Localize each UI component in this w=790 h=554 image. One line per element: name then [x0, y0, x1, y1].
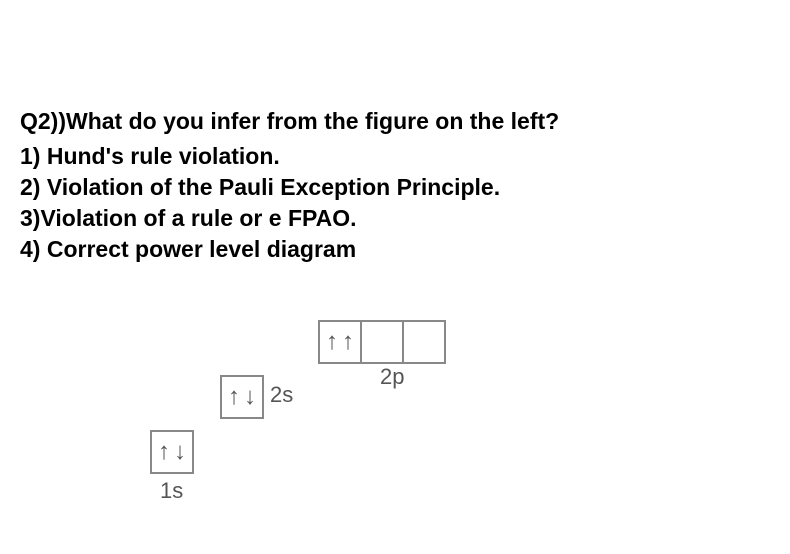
orbital-box: ↑ ↓: [150, 430, 194, 474]
arrow-up-icon: ↑: [326, 330, 338, 354]
option-3: 3)Violation of a rule or e FPAO.: [20, 203, 770, 234]
option-4: 4) Correct power level diagram: [20, 234, 770, 265]
orbital-1s: ↑ ↓: [150, 430, 194, 474]
question-text: Q2))What do you infer from the figure on…: [20, 106, 770, 137]
orbital-box: [402, 320, 446, 364]
orbital-label-2s: 2s: [270, 382, 293, 408]
orbital-2s: ↑ ↓: [220, 375, 264, 419]
arrow-down-icon: ↓: [244, 385, 256, 409]
orbital-box: [360, 320, 404, 364]
orbital-2p: ↑ ↑: [318, 320, 446, 364]
orbital-label-1s: 1s: [160, 478, 183, 504]
orbital-label-2p: 2p: [380, 364, 404, 390]
arrow-up-icon: ↑: [228, 385, 240, 409]
arrow-down-icon: ↓: [174, 440, 186, 464]
orbital-box: ↑ ↓: [220, 375, 264, 419]
option-2: 2) Violation of the Pauli Exception Prin…: [20, 172, 770, 203]
arrow-up-icon: ↑: [342, 330, 354, 354]
orbital-diagram: ↑ ↓ 1s ↑ ↓ 2s ↑ ↑ 2p: [150, 320, 650, 520]
orbital-box: ↑ ↑: [318, 320, 362, 364]
option-1: 1) Hund's rule violation.: [20, 141, 770, 172]
arrow-up-icon: ↑: [158, 440, 170, 464]
